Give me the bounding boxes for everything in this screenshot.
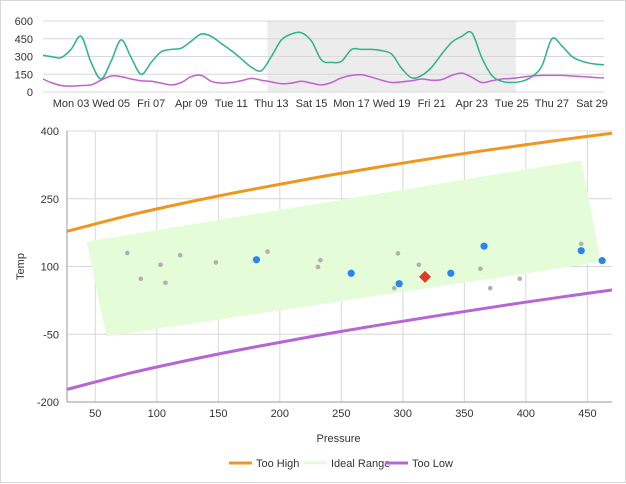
scatter-point <box>318 257 323 263</box>
legend-label: Too High <box>256 458 299 470</box>
legend: Too High Ideal Range Too Low <box>229 458 453 470</box>
too-low-line <box>67 288 612 391</box>
navigator-x-tick-label: Wed 05 <box>92 98 130 110</box>
y-tick-label: 400 <box>41 126 59 138</box>
navigator-x-tick-label: Thu 27 <box>535 98 569 110</box>
y-tick-label: -200 <box>37 397 59 409</box>
scatter-point <box>252 256 261 264</box>
main-scatter-chart: 400 250 100 -50 -200 50 100 150 200 250 300 350 400 4… <box>15 126 612 445</box>
scatter-point <box>177 252 183 258</box>
scatter-point <box>163 280 168 286</box>
navigator-x-tick-label: Sat 29 <box>576 98 608 110</box>
scatter-point <box>395 280 403 288</box>
x-tick-label: 50 <box>89 408 101 420</box>
scatter-point <box>517 276 523 281</box>
scatter-point <box>447 269 455 277</box>
navigator-x-tick-label: Tue 25 <box>495 98 529 110</box>
navigator-x-tick-label: Thu 13 <box>254 98 288 110</box>
x-tick-label: 450 <box>578 408 596 420</box>
navigator-y-tick-label: 150 <box>15 69 33 81</box>
scatter-point <box>487 285 493 291</box>
legend-item[interactable]: Ideal Range <box>304 458 390 470</box>
x-tick-label: 200 <box>271 408 289 420</box>
highlight-diamond-marker <box>419 270 432 283</box>
navigator-x-tick-label: Tue 11 <box>215 98 248 110</box>
y-axis-title: Temp <box>15 253 27 280</box>
navigator-x-tick-label: Wed 19 <box>373 98 411 110</box>
navigator-y-tick-label: 300 <box>15 52 33 64</box>
legend-item[interactable]: Too High <box>229 458 299 470</box>
scatter-point <box>577 247 585 255</box>
y-tick-label: -50 <box>43 329 59 341</box>
navigator-x-tick-label: Apr 23 <box>456 98 488 110</box>
navigator-y-tick-label: 0 <box>27 87 33 99</box>
scatter-point <box>347 269 355 277</box>
scatter-point <box>478 266 483 272</box>
x-tick-label: 100 <box>148 408 166 420</box>
x-tick-label: 350 <box>455 408 473 420</box>
scatter-point <box>578 241 584 247</box>
y-tick-label: 100 <box>41 262 59 274</box>
scatter-point <box>138 276 144 281</box>
plot-area <box>67 131 612 391</box>
scatter-point <box>213 260 219 265</box>
x-tick-label: 400 <box>517 408 535 420</box>
navigator-y-tick-label: 450 <box>15 34 33 46</box>
x-tick-label: 250 <box>332 408 350 420</box>
navigator-y-tick-label: 600 <box>15 16 33 28</box>
legend-item[interactable]: Too Low <box>385 458 453 470</box>
scatter-point <box>391 285 397 291</box>
scatter-point <box>315 264 321 270</box>
scatter-point <box>124 250 130 256</box>
navigator-x-tick-label: Mon 03 <box>53 98 90 110</box>
scatter-point <box>416 262 422 267</box>
scatter-point <box>158 262 163 267</box>
x-tick-label: 300 <box>394 408 412 420</box>
scatter-point <box>395 251 401 256</box>
navigator-series-line <box>42 72 605 87</box>
legend-label: Too Low <box>412 458 453 470</box>
scatter-point <box>265 249 270 254</box>
navigator-series-line <box>42 30 605 84</box>
navigator-x-tick-label: Mon 17 <box>333 98 370 110</box>
too-high-line <box>67 131 612 233</box>
scatter-point <box>480 242 488 250</box>
ideal-range-area <box>86 160 601 337</box>
navigator-chart[interactable]: 0 150 300 450 600 Mon 03 Wed 05 Fri 07 Apr 09 Tue… <box>15 16 608 110</box>
x-axis-title: Pressure <box>316 433 360 445</box>
legend-label: Ideal Range <box>331 458 390 470</box>
navigator-x-tick-label: Apr 09 <box>175 98 207 110</box>
navigator-x-tick-label: Sat 15 <box>296 98 328 110</box>
y-tick-label: 250 <box>41 194 59 206</box>
navigator-x-tick-label: Fri 21 <box>418 98 446 110</box>
scatter-point <box>598 257 606 265</box>
navigator-x-tick-label: Fri 07 <box>137 98 165 110</box>
x-tick-label: 150 <box>209 408 227 420</box>
